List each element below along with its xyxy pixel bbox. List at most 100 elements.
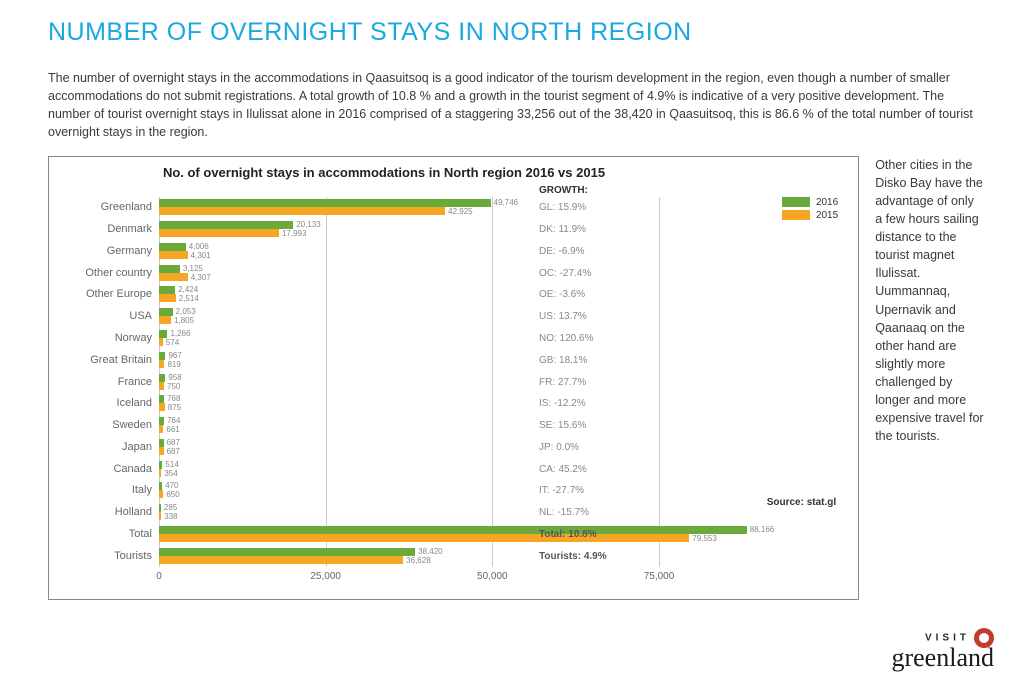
category-label: Holland	[49, 507, 152, 518]
visit-greenland-logo: VISIT greenland	[891, 628, 994, 669]
growth-label: OC: -27.4%	[539, 269, 591, 279]
category-label: Greenland	[49, 202, 152, 213]
value-label-2015: 574	[166, 339, 179, 347]
category-label: Iceland	[49, 398, 152, 409]
value-label-2016: 514	[165, 461, 178, 469]
growth-label: CA: 45.2%	[539, 465, 587, 475]
legend-item: 2015	[782, 210, 838, 221]
bar-2015	[159, 273, 188, 281]
value-label-2016: 958	[168, 374, 181, 382]
bar-2015	[159, 316, 171, 324]
category-label: USA	[49, 311, 152, 322]
bar-2015	[159, 512, 161, 520]
bar-2015	[159, 556, 403, 564]
category-label: France	[49, 377, 152, 388]
category-label: Other Europe	[49, 289, 152, 300]
bar-2015	[159, 425, 163, 433]
side-note: Other cities in the Disko Bay have the a…	[875, 156, 984, 600]
gridline	[659, 197, 660, 567]
bar-2015	[159, 447, 164, 455]
value-label-2016: 2,053	[176, 308, 196, 316]
growth-label: IT: -27.7%	[539, 486, 584, 496]
growth-label: Tourists: 4.9%	[539, 552, 607, 562]
value-label-2016: 3,125	[183, 265, 203, 273]
value-label-2016: 2,424	[178, 286, 198, 294]
value-label-2016: 764	[167, 417, 180, 425]
gridline	[326, 197, 327, 567]
intro-paragraph: The number of overnight stays in the acc…	[48, 69, 984, 142]
category-label: Sweden	[49, 420, 152, 431]
value-label-2016: 470	[165, 482, 178, 490]
value-label-2016: 768	[167, 395, 180, 403]
page-title: NUMBER OF OVERNIGHT STAYS IN NORTH REGIO…	[48, 18, 984, 47]
category-label: Japan	[49, 442, 152, 453]
value-label-2015: 42,925	[448, 208, 472, 216]
bar-2016	[159, 482, 162, 490]
bar-2016	[159, 395, 164, 403]
bar-2016	[159, 199, 491, 207]
value-label-2015: 354	[164, 470, 177, 478]
legend-label: 2016	[816, 197, 838, 208]
growth-label: Total: 10.8%	[539, 530, 597, 540]
chart-source: Source: stat.gl	[767, 497, 836, 508]
category-label: Other country	[49, 268, 152, 279]
value-label-2015: 750	[167, 383, 180, 391]
logo-visit-text: VISIT	[925, 633, 970, 644]
value-label-2016: 1,266	[170, 330, 190, 338]
category-label: Denmark	[49, 224, 152, 235]
category-label: Tourists	[49, 551, 152, 562]
bar-2016	[159, 548, 415, 556]
growth-label: GL: 15.9%	[539, 203, 586, 213]
value-label-2016: 967	[168, 352, 181, 360]
chart-legend: 2016 2015	[782, 197, 838, 223]
value-label-2016: 687	[167, 439, 180, 447]
bar-2015	[159, 534, 689, 542]
growth-label: SE: 15.6%	[539, 421, 586, 431]
bar-2016	[159, 461, 162, 469]
category-label: Great Britain	[49, 355, 152, 366]
bar-2016	[159, 330, 167, 338]
bar-2015	[159, 382, 164, 390]
value-label-2016: 285	[164, 504, 177, 512]
value-label-2016: 20,133	[296, 221, 320, 229]
bar-2016	[159, 374, 165, 382]
gridline	[492, 197, 493, 567]
category-label: Norway	[49, 333, 152, 344]
bar-2016	[159, 265, 180, 273]
growth-label: GB: 18.1%	[539, 356, 587, 366]
growth-label: FR: 27.7%	[539, 378, 586, 388]
bar-2015	[159, 490, 163, 498]
bar-2016	[159, 352, 165, 360]
growth-label: NO: 120.6%	[539, 334, 593, 344]
value-label-2015: 338	[164, 513, 177, 521]
bar-2015	[159, 251, 188, 259]
bar-2016	[159, 439, 164, 447]
value-label-2015: 875	[168, 404, 181, 412]
category-label: Canada	[49, 464, 152, 475]
bar-2016	[159, 286, 175, 294]
value-label-2015: 819	[167, 361, 180, 369]
bar-2016	[159, 243, 186, 251]
bar-2016	[159, 308, 173, 316]
x-tick-label: 25,000	[310, 571, 341, 582]
legend-label: 2015	[816, 210, 838, 221]
category-label: Italy	[49, 485, 152, 496]
x-tick-label: 75,000	[644, 571, 675, 582]
growth-label: IS: -12.2%	[539, 399, 586, 409]
bar-2015	[159, 338, 163, 346]
x-tick-label: 50,000	[477, 571, 508, 582]
value-label-2015: 2,514	[179, 295, 199, 303]
bar-2016	[159, 417, 164, 425]
value-label-2015: 36,628	[406, 557, 430, 565]
legend-swatch	[782, 210, 810, 220]
value-label-2015: 1,805	[174, 317, 194, 325]
legend-item: 2016	[782, 197, 838, 208]
value-label-2016: 88,166	[750, 526, 774, 534]
value-label-2015: 650	[166, 491, 179, 499]
x-tick-label: 0	[156, 571, 162, 582]
bar-2015	[159, 229, 279, 237]
bar-2015	[159, 207, 445, 215]
bar-2016	[159, 221, 293, 229]
chart-container: No. of overnight stays in accommodations…	[48, 156, 859, 600]
value-label-2016: 38,420	[418, 548, 442, 556]
